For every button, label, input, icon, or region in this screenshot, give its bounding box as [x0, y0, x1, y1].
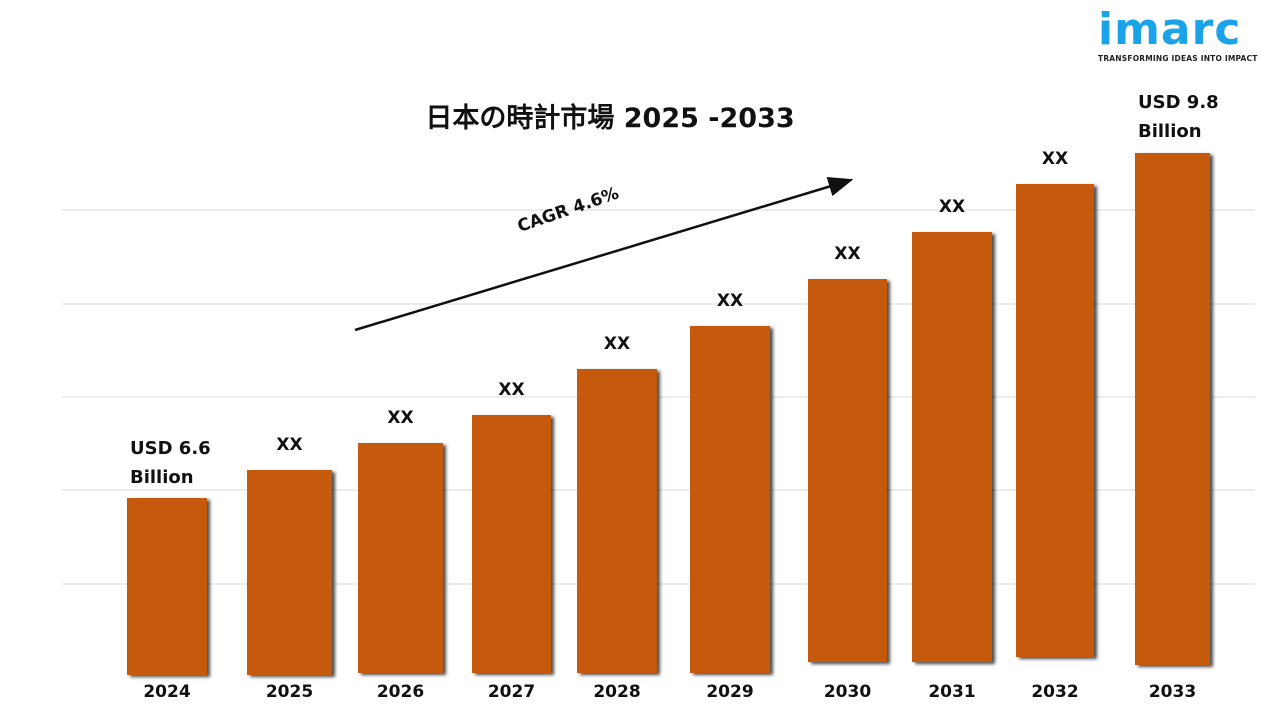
x-tick-label: 2025: [266, 682, 313, 702]
bar-2030: [808, 279, 887, 662]
x-tick-label: 2031: [928, 682, 975, 702]
bar-2026: [358, 443, 443, 673]
data-label: Billion: [130, 467, 194, 488]
x-tick-label: 2027: [488, 682, 535, 702]
x-tick-label: 2026: [377, 682, 424, 702]
bar-2029: [690, 326, 770, 673]
bar-2025: [247, 470, 332, 675]
data-label: XX: [387, 408, 413, 428]
x-tick-label: 2032: [1031, 682, 1078, 702]
data-label: XX: [834, 244, 860, 264]
data-label: XX: [498, 380, 524, 400]
x-tick-label: 2033: [1149, 682, 1196, 702]
bar-2028: [577, 369, 657, 673]
data-label: XX: [1042, 149, 1068, 169]
data-label: XX: [717, 291, 743, 311]
bar-2027: [472, 415, 551, 673]
x-tick-label: 2029: [706, 682, 753, 702]
data-label: XX: [604, 334, 630, 354]
logo-word: imarc: [1098, 4, 1242, 55]
cagr-arrow: [354, 176, 854, 332]
x-tick-label: 2028: [593, 682, 640, 702]
data-label: USD 9.8: [1138, 92, 1219, 113]
bar-2032: [1016, 184, 1094, 657]
bar-2024: [127, 498, 207, 675]
bar-2031: [912, 232, 992, 662]
data-label: USD 6.6: [130, 438, 211, 459]
chart-title: 日本の時計市場 2025 -2033: [425, 103, 795, 134]
imarc-logo: imarc TRANSFORMING IDEAS INTO IMPACT: [1098, 2, 1258, 63]
data-label: Billion: [1138, 121, 1202, 142]
data-label: XX: [939, 197, 965, 217]
bar-2033: [1135, 153, 1210, 665]
x-tick-label: 2030: [824, 682, 871, 702]
x-tick-label: 2024: [143, 682, 190, 702]
data-label: XX: [276, 435, 302, 455]
logo-tagline: TRANSFORMING IDEAS INTO IMPACT: [1098, 54, 1258, 63]
